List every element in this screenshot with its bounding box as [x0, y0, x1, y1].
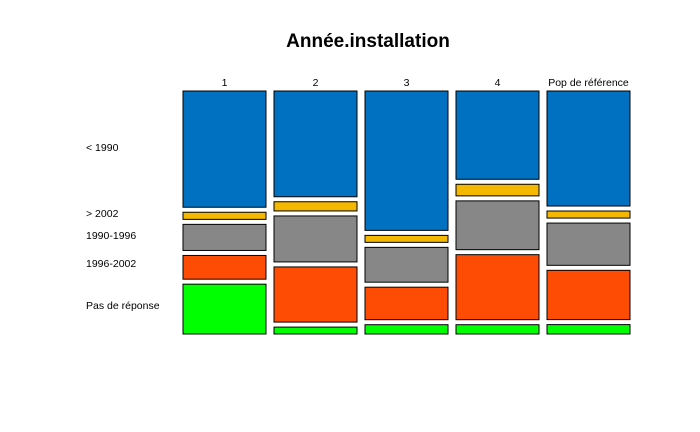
mosaic-tile	[364, 324, 449, 335]
column-label: 4	[495, 77, 501, 89]
mosaic-tile	[273, 215, 358, 263]
mosaic-tile	[364, 234, 449, 243]
column-label: 2	[313, 77, 319, 89]
mosaic-tile	[546, 222, 631, 266]
row-label: > 2002	[86, 208, 119, 220]
mosaic-tile	[455, 200, 540, 251]
mosaic-tile	[455, 90, 540, 180]
mosaic-tile	[455, 183, 540, 197]
row-label: 1990-1996	[86, 230, 136, 242]
mosaic-tile	[364, 286, 449, 321]
mosaic-tile	[273, 201, 358, 212]
mosaic-tile	[182, 90, 267, 208]
mosaic-tile	[455, 254, 540, 321]
mosaic-tiles	[182, 90, 631, 335]
mosaic-tile	[273, 326, 358, 335]
column-labels: 1 2 3 4 Pop de référence	[222, 77, 629, 89]
column-label: 3	[404, 77, 410, 89]
column-label: 1	[222, 77, 228, 89]
mosaic-tile	[546, 324, 631, 335]
row-label: Pas de réponse	[86, 300, 160, 312]
mosaic-tile	[182, 223, 267, 251]
mosaic-tile	[182, 283, 267, 335]
mosaic-tile	[455, 324, 540, 335]
chart-title: Année.installation	[286, 31, 450, 52]
mosaic-tile	[546, 90, 631, 207]
mosaic-tile	[546, 269, 631, 321]
mosaic-tile	[364, 246, 449, 283]
row-label: 1996-2002	[86, 258, 136, 270]
mosaic-tile	[364, 90, 449, 231]
mosaic-tile	[273, 90, 358, 198]
row-labels: < 1990 > 2002 1990-1996 1996-2002 Pas de rép…	[86, 142, 160, 312]
mosaic-tile	[182, 254, 267, 280]
mosaic-tile	[182, 211, 267, 220]
mosaic-tile	[546, 210, 631, 219]
column-label: Pop de référence	[548, 77, 629, 89]
mosaic-tile	[273, 266, 358, 323]
row-label: < 1990	[86, 142, 119, 154]
